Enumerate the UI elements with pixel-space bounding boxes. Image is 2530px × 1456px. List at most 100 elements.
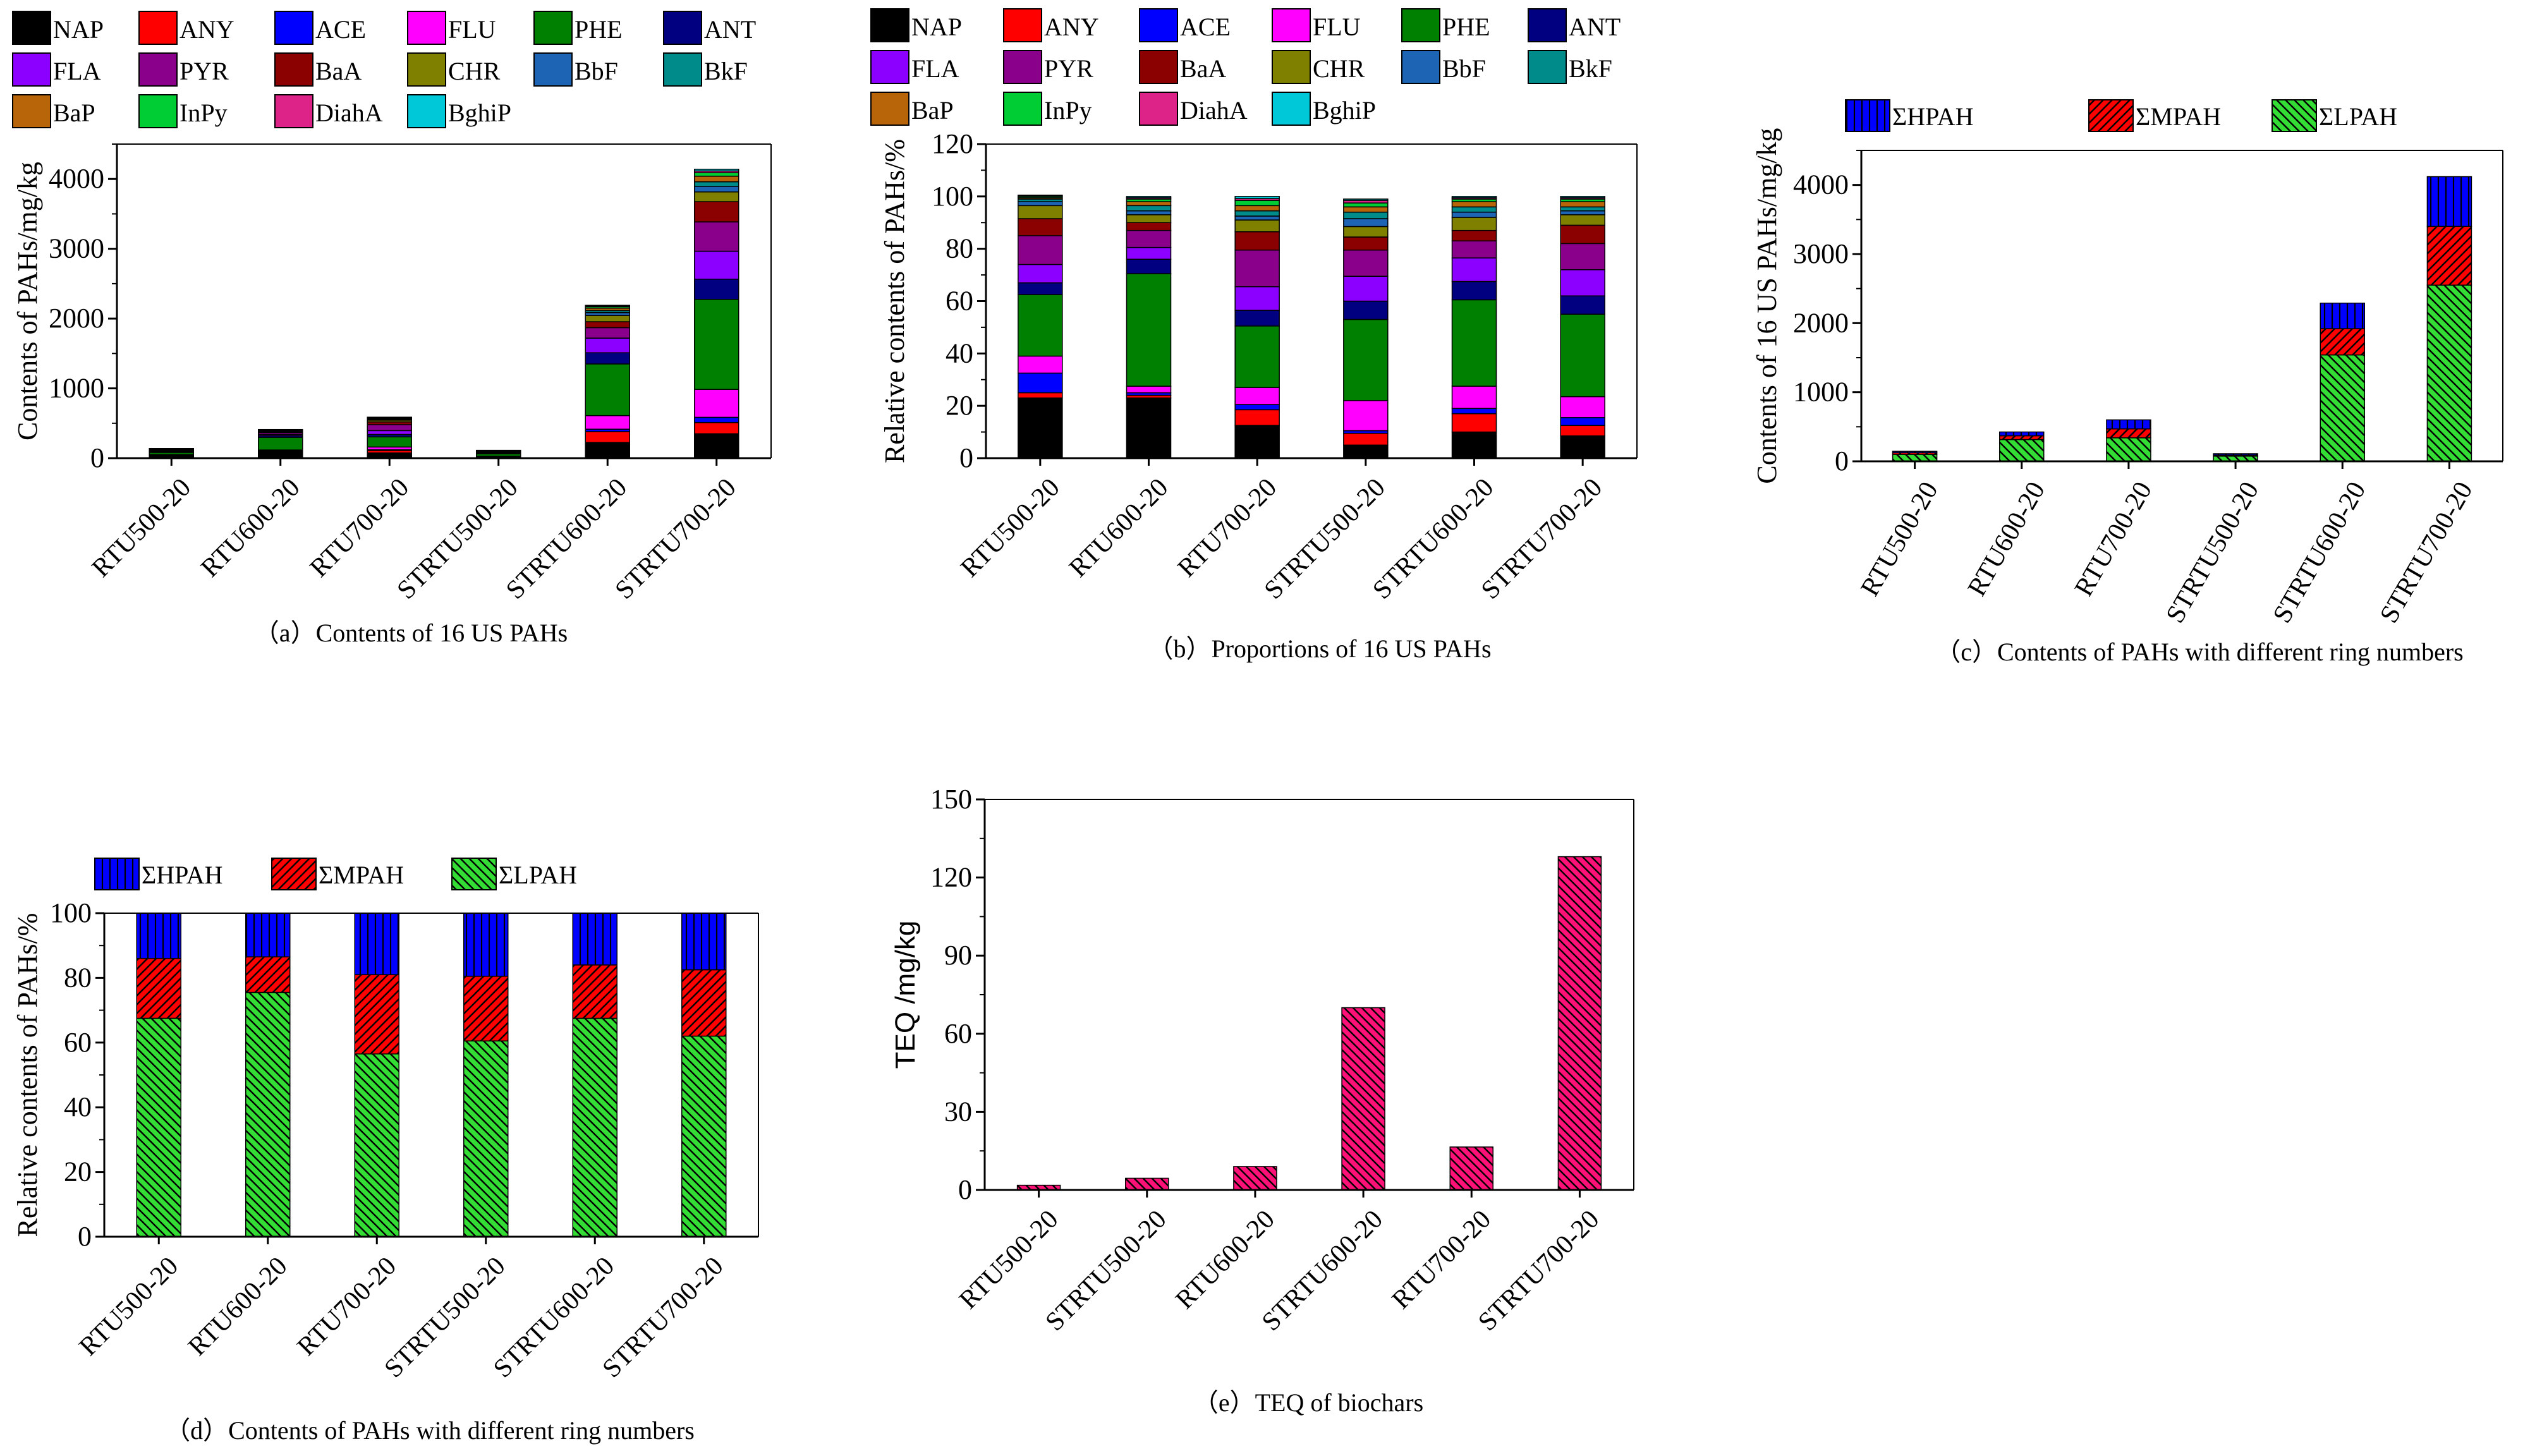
bar-b-STRTU700-20-BkF (1560, 206, 1605, 212)
bar-d-RTU700-20-ΣLPAH (354, 1053, 399, 1237)
bar-b-RTU500-20-BghiP (1018, 195, 1063, 197)
bar-b-RTU500-20-ANY (1018, 392, 1063, 399)
y-tick-label-c-4: 4000 (1793, 169, 1849, 200)
x-tick-label-d-1: RTU600-20 (183, 1251, 293, 1361)
bar-b-RTU600-20-ANT (1126, 258, 1172, 274)
chart-panel-c: ΣHPAH ΣMPAH ΣLPAH RTU500-20 RTU600-20 RTU700-… (1751, 99, 2503, 666)
legend-label-b-10: BbF (1442, 54, 1486, 83)
bar-b-STRTU600-20-FLA (1451, 257, 1497, 282)
bar-b-RTU500-20-CHR (1018, 205, 1063, 219)
y-tick-label-b-1: 20 (946, 390, 973, 421)
bar-d-STRTU600-20-ΣHPAH (572, 913, 617, 966)
bar-b-RTU500-20-FLA (1018, 264, 1063, 284)
legend-label-d-0: ΣHPAH (142, 861, 223, 889)
bar-b-RTU600-20-FLU (1126, 385, 1172, 394)
legend-swatch-a-0 (12, 11, 51, 45)
x-tick-label-b-1: RTU600-20 (1064, 473, 1174, 583)
legend-swatch-a-5 (663, 11, 702, 45)
bar-b-RTU600-20-BbF (1126, 210, 1172, 215)
legend-label-b-9: CHR (1313, 54, 1365, 83)
bar-e-RTU700-20-TEQ (1449, 1146, 1493, 1191)
bar-b-STRTU600-20-BbF (1451, 211, 1497, 218)
y-axis-label-d: Relative contents of PAHs/% (12, 913, 43, 1237)
legend-swatch-a-1 (138, 11, 178, 45)
bar-b-RTU500-20-ACE (1018, 372, 1063, 394)
bar-b-RTU700-20-InPy (1234, 200, 1280, 207)
legend-swatch-a-9 (407, 52, 446, 87)
legend-label-b-1: ANY (1044, 13, 1099, 41)
bar-a-STRTU700-20-FLU (694, 389, 739, 418)
x-tick-label-e-0: RTU500-20 (954, 1204, 1064, 1314)
bar-b-RTU500-20-NAP (1018, 397, 1063, 459)
x-tick-label-a-2: RTU700-20 (305, 473, 415, 583)
y-tick-label-d-1: 20 (64, 1156, 92, 1187)
legend-swatch-a-15 (407, 94, 446, 128)
bar-b-RTU600-20-BghiP (1126, 196, 1172, 198)
bar-a-STRTU700-20-PYR (694, 221, 739, 252)
legend-label-a-1: ANY (179, 15, 234, 44)
bars-b (1018, 195, 1605, 459)
y-axis-label-c: Contents of 16 US PAHs/mg/kg (1751, 128, 1782, 483)
chart-panels: NAP ANY ACE FLU PHE ANT FLA PYR BaA CHR BbF BkF BaP I… (12, 8, 2503, 1445)
legend-swatch-a-7 (138, 52, 178, 87)
x-tick-label-a-0: RTU500-20 (87, 473, 197, 583)
bar-b-STRTU600-20-BkF (1451, 206, 1497, 213)
legend-label-a-5: ANT (704, 15, 756, 44)
legend-b: NAP ANY ACE FLU PHE ANT FLA PYR BaA CHR BbF BkF BaP I… (870, 8, 1621, 126)
y-tick-label-a-2: 2000 (49, 303, 104, 334)
bar-a-STRTU600-20-BghiP (585, 305, 630, 306)
caption-b: （b）Proportions of 16 US PAHs (1148, 634, 1491, 663)
legend-swatch-b-15 (1272, 92, 1311, 126)
bar-b-RTU600-20-FLA (1126, 246, 1172, 260)
bar-b-RTU700-20-BaA (1234, 231, 1280, 251)
bar-b-STRTU500-20-BghiP (1343, 198, 1389, 201)
legend-label-c-0: ΣHPAH (1892, 102, 1974, 131)
chart-panel-a: NAP ANY ACE FLU PHE ANT FLA PYR BaA CHR BbF BkF BaP I… (12, 11, 772, 647)
bar-a-STRTU600-20-PHE (585, 363, 630, 416)
bar-d-STRTU600-20-ΣMPAH (572, 964, 617, 1019)
bar-a-STRTU600-20-PYR (585, 327, 630, 339)
bar-b-STRTU700-20-PHE (1560, 313, 1605, 397)
x-tick-label-c-4: STRTU600-20 (2268, 477, 2372, 628)
bar-b-RTU500-20-FLU (1018, 355, 1063, 374)
bar-b-RTU700-20-ANY (1234, 409, 1280, 426)
x-tick-label-c-2: RTU700-20 (2069, 477, 2158, 602)
legend-label-a-14: DiahA (315, 99, 383, 127)
y-tick-label-b-6: 120 (932, 128, 973, 159)
bar-b-RTU600-20-BkF (1126, 205, 1172, 212)
bar-a-STRTU600-20-ANT (585, 352, 630, 365)
x-tick-label-e-2: RTU600-20 (1170, 1204, 1280, 1314)
legend-swatch-b-13 (1003, 92, 1042, 126)
bar-c-STRTU600-20-ΣLPAH (2320, 354, 2365, 462)
bar-b-STRTU500-20-InPy (1343, 202, 1389, 208)
y-tick-label-c-0: 0 (1835, 446, 1849, 476)
bar-c-RTU600-20-ΣMPAH (1999, 435, 2045, 440)
bar-c-STRTU700-20-ΣHPAH (2426, 176, 2472, 228)
legend-label-b-15: BghiP (1313, 96, 1376, 124)
x-tick-label-c-3: STRTU500-20 (2161, 477, 2265, 628)
bar-b-RTU700-20-CHR (1234, 219, 1280, 233)
bar-b-STRTU700-20-ANT (1560, 295, 1605, 315)
legend-label-d-1: ΣMPAH (319, 861, 404, 889)
legend-swatch-b-6 (870, 50, 909, 84)
bar-d-STRTU700-20-ΣMPAH (681, 969, 727, 1037)
y-tick-label-d-0: 0 (78, 1221, 92, 1252)
legend-label-a-13: InPy (179, 99, 228, 127)
bar-c-STRTU600-20-ΣMPAH (2320, 328, 2365, 356)
y-tick-label-e-1: 30 (944, 1096, 972, 1127)
legend-swatch-c-2 (2272, 99, 2317, 132)
bar-c-STRTU500-20-ΣHPAH (2213, 453, 2258, 456)
y-tick-label-c-3: 3000 (1793, 238, 1849, 269)
legend-swatch-b-9 (1272, 50, 1311, 84)
legend-swatch-b-5 (1528, 8, 1567, 42)
legend-label-c-1: ΣMPAH (2136, 102, 2221, 131)
bar-b-STRTU600-20-BghiP (1451, 196, 1497, 198)
bar-b-STRTU600-20-BaA (1451, 229, 1497, 241)
legend-label-a-9: CHR (448, 57, 501, 85)
caption-c: （c）Contents of PAHs with different ring … (1935, 638, 2464, 666)
y-tick-label-e-2: 60 (944, 1018, 972, 1049)
bar-b-STRTU500-20-NAP (1343, 444, 1389, 459)
bar-b-STRTU700-20-NAP (1560, 435, 1605, 459)
legend-swatch-c-1 (2088, 99, 2134, 132)
legend-label-a-3: FLU (448, 15, 496, 44)
